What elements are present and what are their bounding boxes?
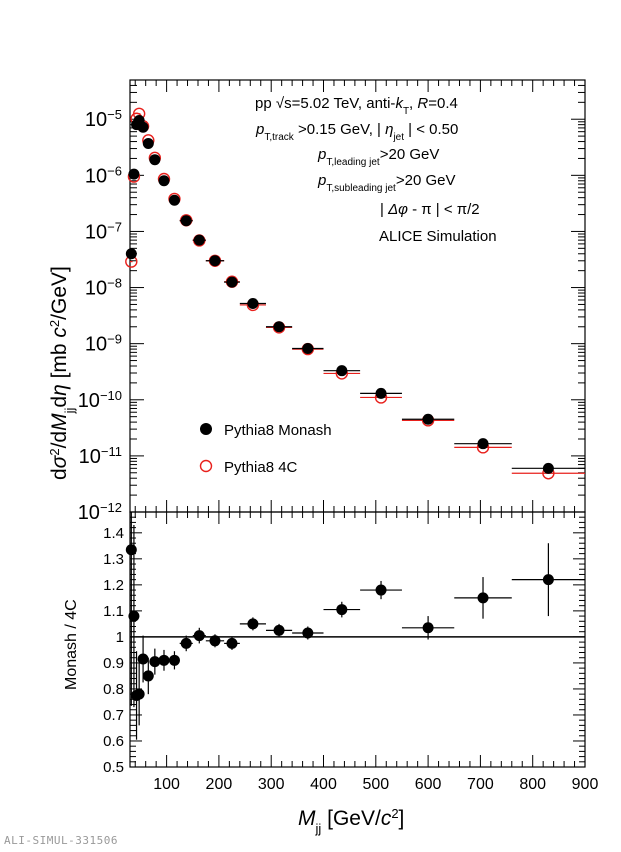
ratio-point <box>542 574 554 586</box>
bottom-data-marks <box>125 512 585 740</box>
point-monash <box>149 154 161 166</box>
x-tick-label: 700 <box>467 776 494 793</box>
legend: Pythia8 Monash Pythia8 4C <box>199 422 332 476</box>
top-plot-frame <box>129 79 586 513</box>
bottom-y-tick-label: 0.8 <box>103 681 124 698</box>
ratio-point <box>168 654 180 666</box>
bottom-y-tick-label: 1.1 <box>103 603 124 620</box>
bottom-axes: 100 200 300 400 500 600 700 800 900 0.5 0.6 0.7 0.8 0… <box>103 511 599 793</box>
point-monash <box>180 215 192 227</box>
top-y-axis-label: dσ2/dMjjdη [mb c2/GeV] <box>47 266 77 480</box>
point-monash <box>302 343 314 355</box>
point-monash <box>137 121 149 133</box>
x-tick-label: 500 <box>362 776 389 793</box>
legend-label-monash: Pythia8 Monash <box>224 422 332 439</box>
legend-marker-monash <box>200 423 212 435</box>
top-data-marks <box>125 107 585 480</box>
ratio-point <box>133 688 145 700</box>
point-monash <box>375 387 387 399</box>
annotation-leading-jet-cut: pT,leading jet>20 GeV <box>317 146 439 168</box>
ratio-point <box>128 610 140 622</box>
ratio-point <box>193 630 205 642</box>
annotation-track-cut: pT,track >0.15 GeV, | ηjet | < 0.50 <box>255 121 458 143</box>
point-monash <box>273 321 285 333</box>
ratio-point <box>302 627 314 639</box>
top-y-tick-label: 10−8 <box>85 275 122 300</box>
point-monash <box>477 438 489 450</box>
point-monash <box>247 297 259 309</box>
ratio-point <box>375 584 387 596</box>
point-monash <box>542 462 554 474</box>
bottom-y-tick-label: 0.6 <box>103 733 124 750</box>
bottom-y-tick-label: 1.2 <box>103 577 124 594</box>
point-monash <box>168 194 180 206</box>
point-monash <box>209 255 221 267</box>
x-tick-label: 800 <box>519 776 546 793</box>
top-y-tick-label: 10−6 <box>85 163 122 188</box>
top-y-tick-label: 10−10 <box>78 387 122 412</box>
bottom-y-axis-label: Monash / 4C <box>63 599 80 690</box>
ratio-point <box>125 544 137 556</box>
top-axes: 10−12 10−11 10−10 10−9 10−8 10−7 10−6 10−5 <box>78 79 586 525</box>
x-tick-label: 200 <box>206 776 233 793</box>
point-monash <box>336 365 348 377</box>
ratio-point <box>142 670 154 682</box>
legend-label-4c: Pythia8 4C <box>224 459 298 476</box>
bottom-y-tick-label: 1.3 <box>103 551 124 568</box>
top-y-tick-label: 10−7 <box>85 219 122 244</box>
bottom-y-tick-label: 0.9 <box>103 655 124 672</box>
point-monash <box>226 276 238 288</box>
point-monash <box>158 175 170 187</box>
ratio-point <box>247 618 259 630</box>
point-monash <box>125 248 137 260</box>
ratio-point <box>336 604 348 616</box>
legend-marker-4c <box>199 459 213 473</box>
point-monash <box>128 168 140 180</box>
ratio-point <box>273 624 285 636</box>
point-monash <box>142 137 154 149</box>
annotation-delta-phi-cut: | Δφ - π | < π/2 <box>380 201 480 218</box>
top-y-tick-label: 10−9 <box>85 331 122 356</box>
bottom-plot-frame <box>129 511 586 768</box>
top-y-tick-label: 10−12 <box>78 500 122 525</box>
bottom-y-tick-label: 0.5 <box>103 759 124 776</box>
ratio-point <box>137 653 149 665</box>
x-axis-label: Mjj [GeV/c2] <box>298 806 404 836</box>
point-monash <box>193 234 205 246</box>
annotation-subleading-jet-cut: pT,subleading jet>20 GeV <box>317 172 455 194</box>
annotation-block: pp √s=5.02 TeV, anti-kT, R=0.4 pT,track … <box>255 95 497 245</box>
x-tick-label: 900 <box>572 776 599 793</box>
ratio-point <box>226 637 238 649</box>
bottom-y-tick-label: 1.4 <box>103 525 124 542</box>
x-tick-label: 600 <box>415 776 442 793</box>
ratio-point <box>180 637 192 649</box>
x-tick-label: 300 <box>258 776 285 793</box>
ratio-point <box>209 635 221 647</box>
x-tick-label: 400 <box>310 776 337 793</box>
top-y-tick-label: 10−5 <box>85 107 122 132</box>
x-tick-label: 100 <box>153 776 180 793</box>
ratio-point <box>149 656 161 668</box>
preprint-id: ALI-SIMUL-331506 <box>4 834 118 847</box>
annotation-collision-system: pp √s=5.02 TeV, anti-kT, R=0.4 <box>255 95 458 117</box>
bottom-y-tick-label: 1 <box>116 629 124 646</box>
ratio-point <box>477 592 489 604</box>
ratio-point <box>158 654 170 666</box>
ratio-point <box>422 622 434 634</box>
bottom-y-tick-label: 0.7 <box>103 707 124 724</box>
point-monash <box>422 413 434 425</box>
top-y-tick-label: 10−11 <box>79 443 122 468</box>
annotation-alice-simulation: ALICE Simulation <box>379 228 497 245</box>
